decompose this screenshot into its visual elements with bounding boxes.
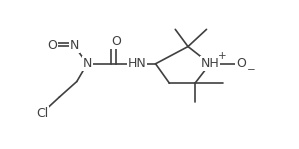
Text: O: O [48,39,57,52]
Text: N: N [83,57,92,70]
Text: O: O [111,35,121,48]
Text: O: O [236,57,246,70]
Text: HN: HN [128,57,147,70]
Text: +: + [219,51,227,61]
Text: −: − [247,65,255,75]
Text: N: N [70,39,79,52]
Text: Cl: Cl [36,107,48,120]
Text: NH: NH [201,57,219,70]
